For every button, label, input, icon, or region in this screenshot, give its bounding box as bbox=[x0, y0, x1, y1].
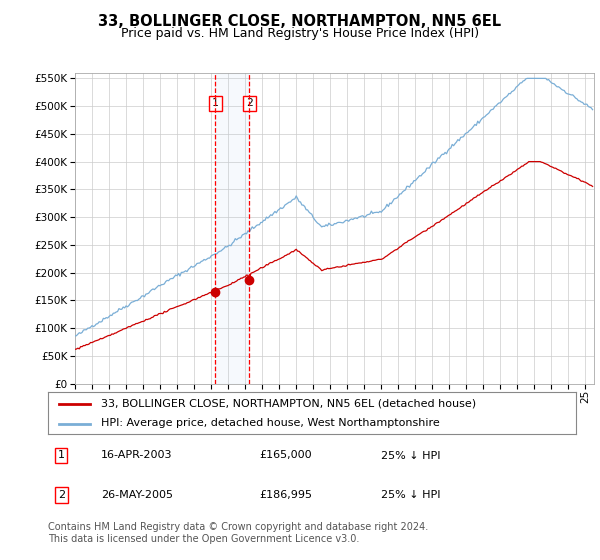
Text: 33, BOLLINGER CLOSE, NORTHAMPTON, NN5 6EL: 33, BOLLINGER CLOSE, NORTHAMPTON, NN5 6E… bbox=[98, 14, 502, 29]
Text: Contains HM Land Registry data © Crown copyright and database right 2024.
This d: Contains HM Land Registry data © Crown c… bbox=[48, 522, 428, 544]
Text: 25% ↓ HPI: 25% ↓ HPI bbox=[380, 490, 440, 500]
Text: £165,000: £165,000 bbox=[259, 450, 312, 460]
Text: 1: 1 bbox=[58, 450, 65, 460]
Text: 1: 1 bbox=[212, 99, 219, 108]
Text: HPI: Average price, detached house, West Northamptonshire: HPI: Average price, detached house, West… bbox=[101, 418, 440, 428]
Text: 16-APR-2003: 16-APR-2003 bbox=[101, 450, 172, 460]
Text: 25% ↓ HPI: 25% ↓ HPI bbox=[380, 450, 440, 460]
Bar bbox=[215, 73, 250, 384]
Text: £186,995: £186,995 bbox=[259, 490, 312, 500]
Text: Price paid vs. HM Land Registry's House Price Index (HPI): Price paid vs. HM Land Registry's House … bbox=[121, 27, 479, 40]
Text: 26-MAY-2005: 26-MAY-2005 bbox=[101, 490, 173, 500]
Text: 33, BOLLINGER CLOSE, NORTHAMPTON, NN5 6EL (detached house): 33, BOLLINGER CLOSE, NORTHAMPTON, NN5 6E… bbox=[101, 399, 476, 409]
Text: 2: 2 bbox=[58, 490, 65, 500]
Text: 2: 2 bbox=[246, 99, 253, 108]
